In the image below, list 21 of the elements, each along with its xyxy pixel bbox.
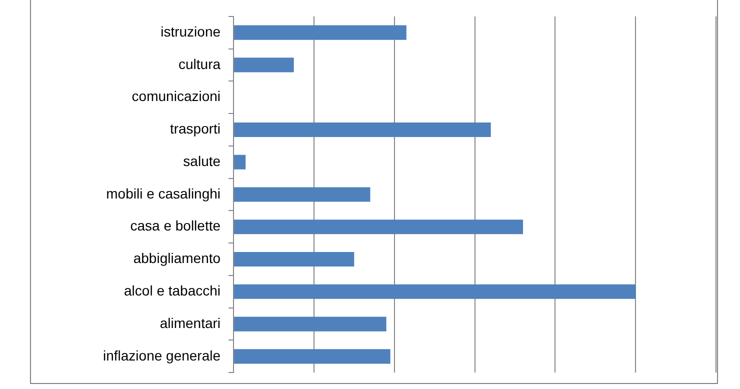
bar [234,316,386,332]
y-tick-label: trasporti [170,120,221,137]
bar [234,349,390,364]
bar [234,154,246,170]
y-tick-label: istruzione [160,23,221,40]
y-tick-label: casa e bollette [130,218,221,234]
y-tick-label: alimentari [160,314,221,331]
y-tick-label: abbigliamento [133,250,221,266]
y-tick-label: inflazione generale [103,347,221,364]
bar [234,187,370,202]
y-tick-label: alcol e tabacchi [124,282,221,299]
bar [234,122,491,138]
y-tick-label: comunicazioni [132,88,221,104]
y-tick-label: salute [183,152,221,169]
bar [234,252,354,267]
y-tick-label: cultura [178,56,221,72]
bar [234,220,524,234]
bar [234,25,406,40]
y-tick-label: mobili e casalinghi [106,185,221,202]
bar [234,284,636,299]
bar [234,58,294,72]
